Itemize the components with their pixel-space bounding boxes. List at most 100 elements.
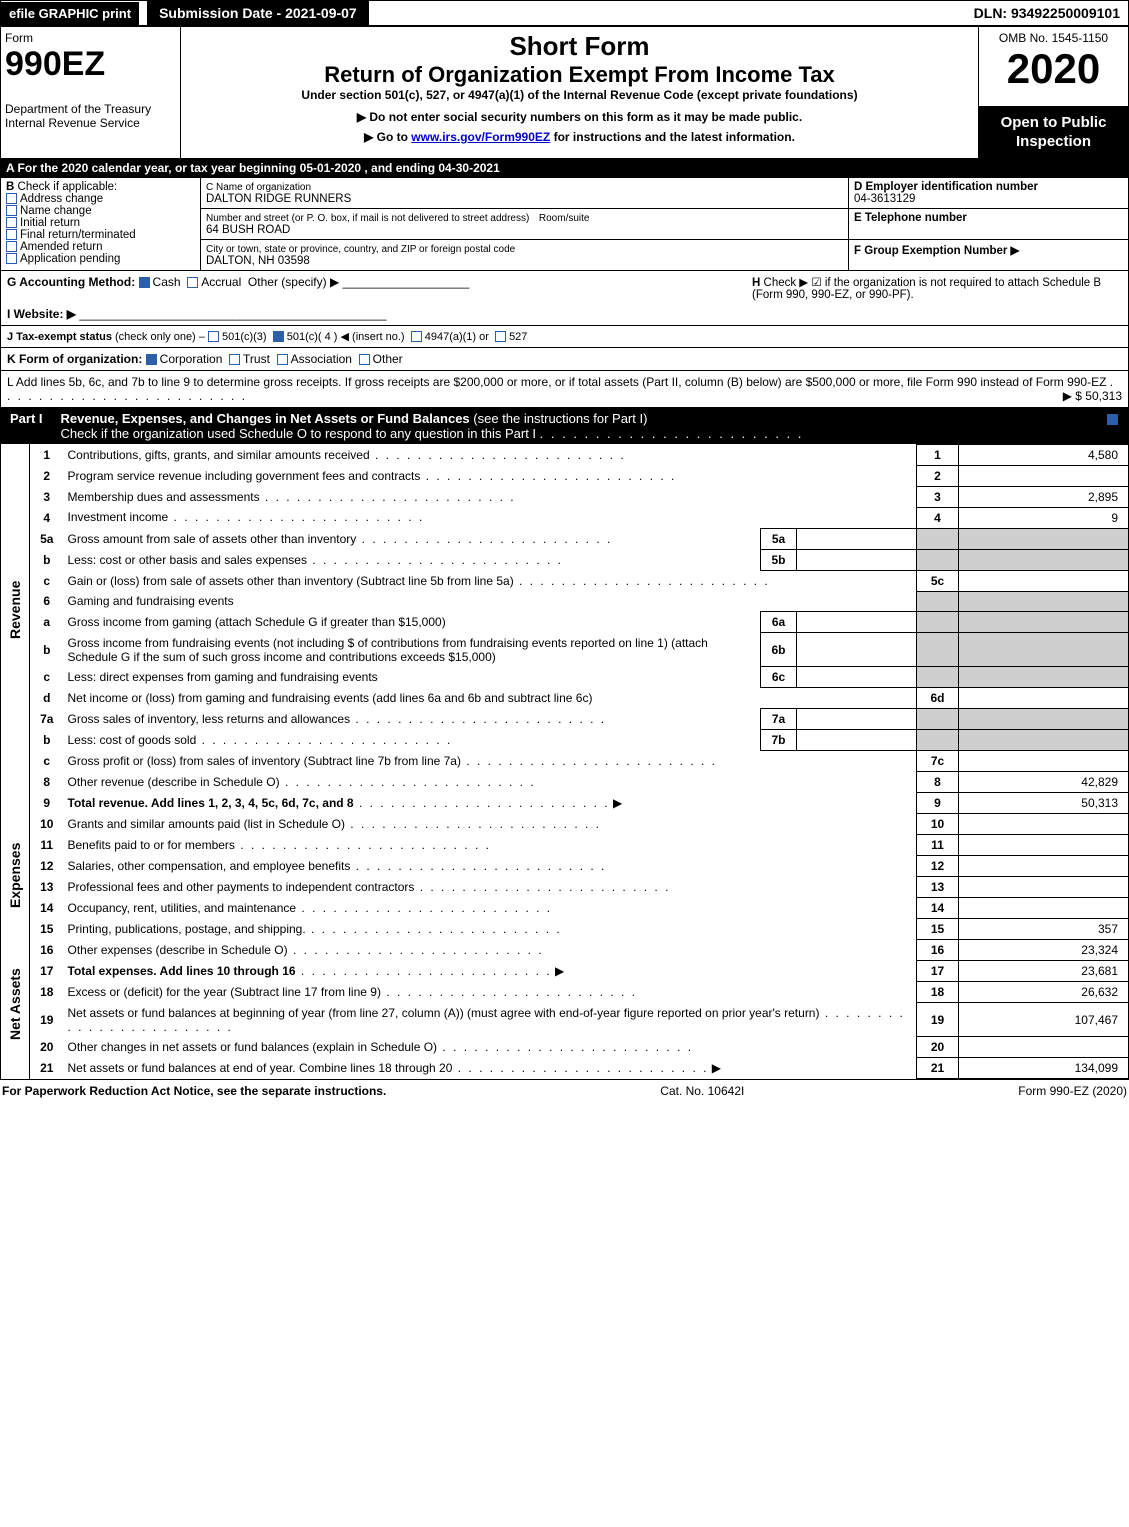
val-5a-shade (959, 528, 1129, 549)
nc-1: 1 (917, 444, 959, 465)
lno-15: 15 (30, 919, 64, 940)
line-a-tax-year: A For the 2020 calendar year, or tax yea… (0, 159, 1129, 177)
desc-5a: Gross amount from sale of assets other t… (68, 532, 357, 546)
opt-527: 527 (509, 331, 527, 343)
chk-501c[interactable] (273, 331, 284, 342)
arrow-17: ▶ (555, 964, 564, 978)
irs-link[interactable]: www.irs.gov/Form990EZ (411, 130, 550, 144)
sn-5b: 5b (761, 549, 797, 570)
chk-application-pending[interactable] (6, 253, 17, 264)
chk-association[interactable] (277, 354, 288, 365)
val-2 (959, 465, 1129, 486)
subtitle: Under section 501(c), 527, or 4947(a)(1)… (185, 88, 974, 102)
desc-6b: Gross income from fundraising events (no… (68, 636, 708, 664)
opt-association: Association (291, 352, 352, 366)
chk-other-org[interactable] (359, 354, 370, 365)
nc-8: 8 (917, 772, 959, 793)
nc-10: 10 (917, 814, 959, 835)
part-i-note: (see the instructions for Part I) (473, 411, 647, 426)
val-6a-shade (959, 612, 1129, 633)
efile-print-button[interactable]: efile GRAPHIC print (1, 2, 139, 25)
row-g-h: H Check ▶ ☑ if the organization is not r… (0, 271, 1129, 326)
chk-527[interactable] (495, 331, 506, 342)
lno-18: 18 (30, 982, 64, 1003)
tax-year: 2020 (983, 45, 1124, 93)
sv-6b (797, 633, 917, 667)
chk-trust[interactable] (229, 354, 240, 365)
nc-11: 11 (917, 835, 959, 856)
chk-initial-return[interactable] (6, 217, 17, 228)
h-label: H (752, 277, 760, 289)
chk-accrual[interactable] (187, 277, 198, 288)
sn-6c: 6c (761, 667, 797, 688)
desc-3: Membership dues and assessments (68, 490, 260, 504)
f-label: F Group Exemption Number ▶ (854, 245, 1019, 257)
irs: Internal Revenue Service (5, 116, 176, 130)
desc-11: Benefits paid to or for members (68, 838, 235, 852)
desc-13: Professional fees and other payments to … (68, 880, 415, 894)
lno-4: 4 (30, 507, 64, 528)
opt-initial-return: Initial return (20, 217, 80, 229)
val-16: 23,324 (959, 940, 1129, 961)
org-name: DALTON RIDGE RUNNERS (206, 193, 351, 205)
arrow-21: ▶ (712, 1061, 721, 1075)
part-i-lines: Revenue 1 Contributions, gifts, grants, … (0, 444, 1129, 1080)
sv-6a (797, 612, 917, 633)
val-7b-shade (959, 730, 1129, 751)
dept-treasury: Department of the Treasury (5, 102, 176, 116)
desc-7c: Gross profit or (loss) from sales of inv… (68, 754, 461, 768)
nc-12: 12 (917, 856, 959, 877)
chk-corporation[interactable] (146, 354, 157, 365)
desc-5c: Gain or (loss) from sale of assets other… (68, 574, 514, 588)
desc-1: Contributions, gifts, grants, and simila… (68, 448, 370, 462)
main-title: Return of Organization Exempt From Incom… (185, 62, 974, 88)
chk-4947a1[interactable] (411, 331, 422, 342)
chk-name-change[interactable] (6, 205, 17, 216)
sv-5a (797, 528, 917, 549)
k-label: K Form of organization: (7, 352, 142, 366)
desc-6d: Net income or (loss) from gaming and fun… (68, 691, 593, 705)
nc-6c-shade (917, 667, 959, 688)
dln: DLN: 93492250009101 (966, 1, 1128, 25)
chk-final-return[interactable] (6, 229, 17, 240)
chk-cash[interactable] (139, 277, 150, 288)
sv-7a (797, 709, 917, 730)
lno-11: 11 (30, 835, 64, 856)
val-5c (959, 570, 1129, 591)
val-6-shade (959, 591, 1129, 612)
desc-6c: Less: direct expenses from gaming and fu… (68, 670, 378, 684)
org-address: 64 BUSH ROAD (206, 224, 290, 236)
opt-other-specify: Other (specify) ▶ (248, 275, 339, 289)
lno-6d: d (30, 688, 64, 709)
nc-4: 4 (917, 507, 959, 528)
ein-value: 04-3613129 (854, 193, 915, 205)
lno-5c: c (30, 570, 64, 591)
lno-1: 1 (30, 444, 64, 465)
sn-7a: 7a (761, 709, 797, 730)
val-11 (959, 835, 1129, 856)
desc-16: Other expenses (describe in Schedule O) (68, 943, 288, 957)
chk-amended-return[interactable] (6, 241, 17, 252)
sv-7b (797, 730, 917, 751)
l-text: L Add lines 5b, 6c, and 7b to line 9 to … (7, 375, 1106, 389)
top-bar: efile GRAPHIC print Submission Date - 20… (0, 0, 1129, 26)
chk-address-change[interactable] (6, 193, 17, 204)
part-i-label: Part I (0, 408, 53, 444)
sn-7b: 7b (761, 730, 797, 751)
desc-5b: Less: cost or other basis and sales expe… (68, 553, 307, 567)
val-7a-shade (959, 709, 1129, 730)
desc-10: Grants and similar amounts paid (list in… (68, 817, 345, 831)
nc-6d: 6d (917, 688, 959, 709)
lno-2: 2 (30, 465, 64, 486)
lno-9: 9 (30, 793, 64, 814)
j-note: (check only one) – (115, 331, 205, 343)
chk-501c3[interactable] (208, 331, 219, 342)
sn-5a: 5a (761, 528, 797, 549)
row-j: J Tax-exempt status (check only one) – 5… (0, 326, 1129, 348)
nc-2: 2 (917, 465, 959, 486)
chk-schedule-o[interactable] (1107, 414, 1118, 425)
val-3: 2,895 (959, 486, 1129, 507)
opt-4947a1: 4947(a)(1) or (425, 331, 489, 343)
nc-6a-shade (917, 612, 959, 633)
opt-final-return: Final return/terminated (20, 229, 136, 241)
